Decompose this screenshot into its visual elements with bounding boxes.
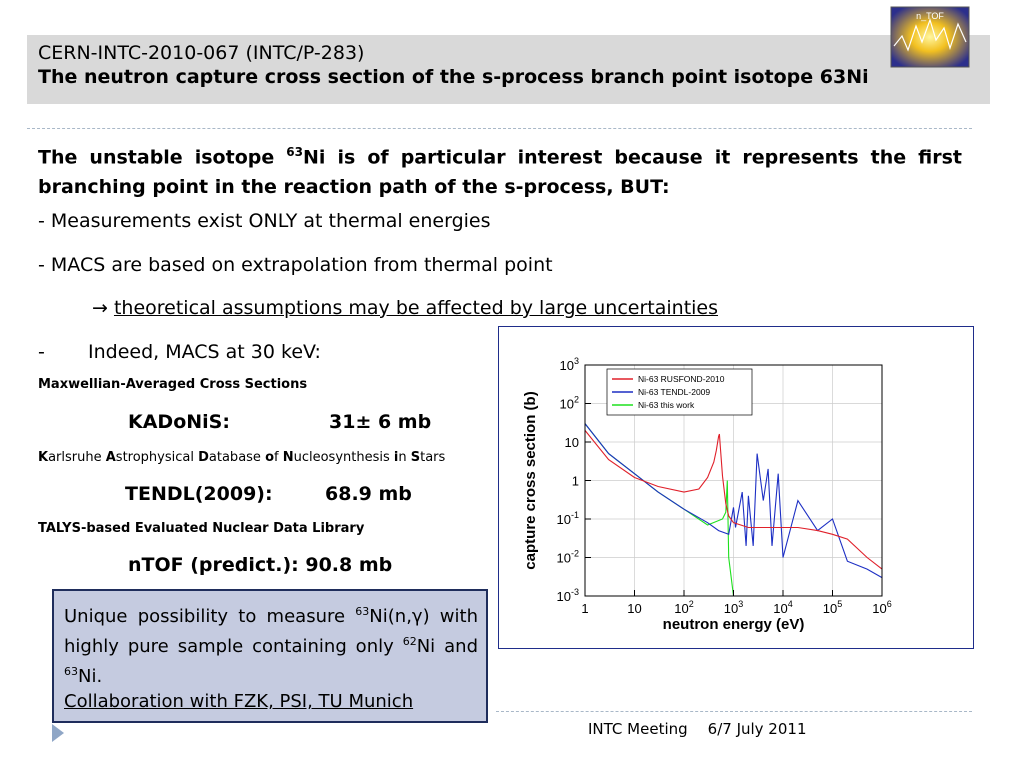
arrow-text: theoretical assumptions may be affected … (113, 297, 719, 319)
kadonis-label: KADoNiS: (128, 411, 230, 433)
box-text-1: Unique possibility to measure (64, 606, 356, 627)
legend-entry: Ni-63 TENDL-2009 (638, 387, 710, 397)
kadonis-word: strophysical (115, 450, 199, 465)
bullet3-dash: - (38, 341, 45, 363)
header-band (27, 35, 990, 104)
tendl-fullname: TALYS-based Evaluated Nuclear Data Libra… (38, 521, 365, 536)
kadonis-word: atabase (208, 450, 266, 465)
cross-section-chart: 1 10 102 103 104 105 10610310210110-110-210-3 … (522, 356, 892, 633)
y-tick-label: 10 (565, 435, 579, 450)
tendl-label: TENDL(2009): (125, 483, 273, 505)
arrow-icon: → (92, 297, 108, 319)
box-sup-1: 63 (355, 605, 370, 618)
kadonis-value: 31± 6 mb (329, 411, 432, 433)
footer-triangle-icon (52, 724, 64, 742)
y-tick-label: 10-2 (557, 549, 579, 566)
x-tick-label: 103 (724, 599, 743, 616)
y-tick-label: 10-1 (557, 510, 579, 527)
box-text-3: Ni and (416, 636, 478, 657)
arrow-row: → theoretical assumptions may be affecte… (92, 297, 718, 319)
intro-sup: 63 (286, 145, 303, 159)
kadonis-initial: o (265, 450, 274, 465)
footer: INTC Meeting 6/7 July 2011 (588, 720, 806, 738)
kadonis-word: n (398, 450, 411, 465)
highlight-box: Unique possibility to measure 63Ni(n,γ) … (52, 589, 488, 723)
y-tick-label: 103 (560, 356, 579, 373)
kadonis-row: KADoNiS: 31± 6 mb (128, 411, 431, 433)
y-tick-label: 10-3 (557, 587, 579, 604)
x-tick-label: 1 (581, 601, 588, 616)
bullet-macs-extrapolation: - MACS are based on extrapolation from t… (38, 254, 553, 276)
tendl-row: TENDL(2009): 68.9 mb (125, 483, 412, 505)
box-sup-2: 62 (402, 635, 417, 648)
kadonis-initial: S (410, 450, 421, 465)
box-sup-3: 63 (64, 665, 78, 678)
kadonis-initial: A (105, 450, 116, 465)
y-axis-label: capture cross section (b) (522, 391, 539, 569)
kadonis-word: tars (420, 450, 446, 465)
header-title: The neutron capture cross section of the… (38, 66, 869, 88)
chart-legend: Ni-63 RUSFOND-2010 Ni-63 TENDL-2009 Ni-63 … (606, 368, 753, 416)
macs-definition: Maxwellian-Averaged Cross Sections (38, 377, 308, 392)
footer-date: 6/7 July 2011 (707, 720, 807, 738)
kadonis-word: arlsruhe (48, 450, 106, 465)
x-tick-label: 10 (627, 601, 641, 616)
legend-entry: Ni-63 RUSFOND-2010 (638, 374, 725, 384)
box-text-4: Ni. (78, 666, 103, 687)
intro-paragraph: The unstable isotope 63Ni is of particul… (38, 137, 962, 202)
series-line (584, 430, 883, 570)
y-tick-label: 1 (572, 474, 579, 489)
legend-entry: Ni-63 this work (638, 400, 695, 410)
series-line (584, 423, 883, 579)
x-tick-label: 106 (872, 599, 891, 616)
bullet-macs-30kev: - Indeed, MACS at 30 keV: (38, 341, 321, 363)
kadonis-word: f (274, 450, 283, 465)
kadonis-word: ucleosynthesis (293, 450, 394, 465)
x-axis-label: neutron energy (eV) (663, 616, 805, 633)
divider-bottom (496, 711, 972, 712)
y-tick-label: 102 (560, 395, 579, 412)
kadonis-initial: i (393, 450, 399, 465)
box-text-2: Ni(n,γ) with highly pure sample containi… (64, 606, 478, 657)
x-tick-label: 102 (674, 599, 693, 616)
x-tick-label: 104 (773, 599, 792, 616)
intro-part1: The unstable isotope (38, 146, 287, 169)
kadonis-initial: N (282, 450, 294, 465)
tendl-value: 68.9 mb (325, 483, 412, 505)
kadonis-fullname: Karlsruhe Astrophysical Database of Nucl… (38, 450, 445, 465)
ntof-prediction: nTOF (predict.): 90.8 mb (128, 554, 393, 576)
divider-top (27, 128, 972, 129)
header-proposal-id: CERN-INTC-2010-067 (INTC/P-283) (38, 42, 365, 64)
footer-meeting: INTC Meeting (588, 720, 688, 738)
x-tick-label: 105 (823, 599, 842, 616)
bullet3-text: Indeed, MACS at 30 keV: (88, 341, 321, 363)
intro-part2: Ni is of particular interest because it … (38, 146, 963, 199)
kadonis-initial: D (198, 450, 209, 465)
logo-text: n_TOF (916, 11, 944, 21)
kadonis-initial: K (38, 450, 49, 465)
collaboration-text: Collaboration with FZK, PSI, TU Munich (64, 691, 414, 712)
chart-frame: 1 10 102 103 104 105 106 103 102 10 1 10-1 10-2 10-3 … (498, 326, 974, 649)
bullet-measurements: - Measurements exist ONLY at thermal ene… (38, 210, 491, 232)
ntof-logo: n_TOF (890, 6, 970, 68)
